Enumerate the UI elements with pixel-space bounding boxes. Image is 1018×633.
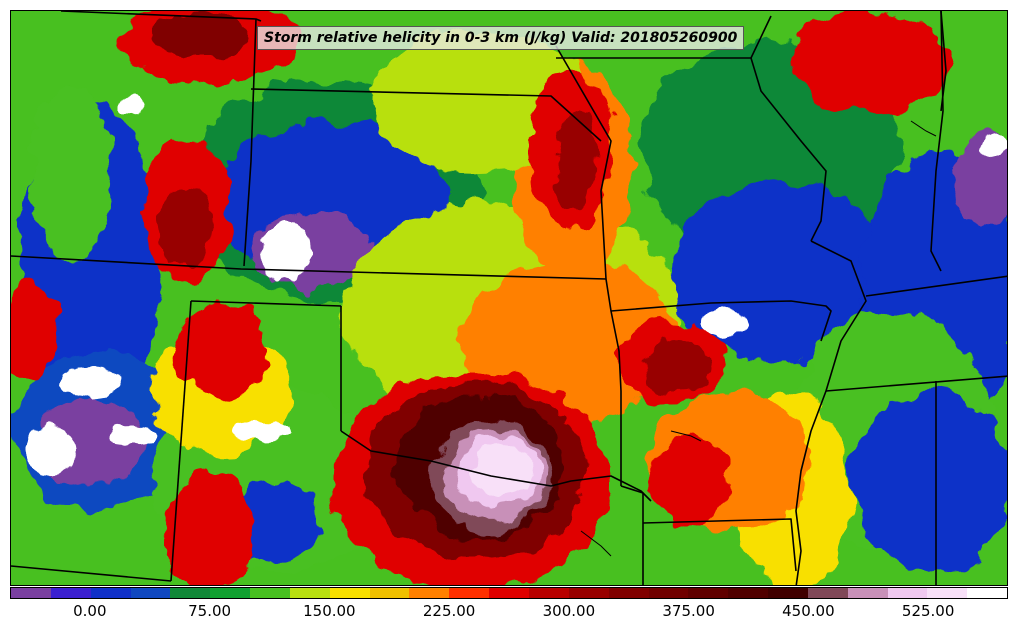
colorbar-segment [927, 588, 968, 598]
helicity-patches [26, 96, 1007, 476]
lake-ar [580, 530, 612, 557]
boundary-tn-ky [865, 275, 1007, 297]
colorbar-segment [210, 588, 251, 598]
colorbar-segment [967, 588, 1008, 598]
river-ne [910, 120, 937, 137]
field-red-mid-west [176, 301, 266, 401]
field-blue-se [851, 391, 1007, 571]
colorbar-tick-label: 300.00 [542, 602, 596, 620]
boundary-ar-south [642, 518, 797, 572]
boundary-wi [750, 15, 772, 59]
patch-white-7 [981, 136, 1007, 156]
colorbar-segment [528, 588, 569, 598]
patch-white-5 [231, 421, 291, 441]
colorbar-segment [648, 588, 689, 598]
boundary-sw-tx [11, 565, 172, 582]
colorbar-segment [847, 588, 888, 598]
boundary-ms-north [825, 375, 1007, 392]
colorbar-tick-label: 150.00 [303, 602, 356, 620]
patch-white-8 [106, 426, 156, 446]
colorbar [10, 587, 1008, 599]
boundary-nm-north [190, 300, 342, 307]
field-red-far-west [11, 281, 56, 381]
colorbar-segment [90, 588, 131, 598]
map-title: Storm relative helicity in 0-3 km (J/kg)… [257, 26, 745, 50]
river-ks [670, 430, 702, 442]
colorbar-segment [728, 588, 769, 598]
field-purple-east [956, 131, 1007, 231]
field-darkred-top [151, 14, 251, 58]
colorbar-segment [608, 588, 649, 598]
patch-white-1 [261, 221, 311, 281]
colorbar-tick-label: 375.00 [662, 602, 715, 620]
colorbar-segment [11, 588, 51, 598]
boundary-co-north [11, 255, 607, 280]
boundary-mo-south [610, 300, 832, 342]
colorbar-tick-label: 450.00 [782, 602, 835, 620]
field-red-ne [791, 11, 951, 111]
map-svg [11, 11, 1007, 585]
field-darkred-west [161, 186, 211, 266]
colorbar-segment [250, 588, 290, 598]
colorbar-segment [807, 588, 848, 598]
boundary-ne-mo [555, 45, 612, 280]
helicity-map: Storm relative helicity in 0-3 km (J/kg)… [10, 10, 1008, 586]
colorbar-segment [768, 588, 808, 598]
colorbar-tick-label: 225.00 [422, 602, 476, 620]
colorbar-segment [369, 588, 410, 598]
colorbar-segment [449, 588, 490, 598]
field-green-west [31, 81, 111, 261]
boundary-ok [340, 430, 652, 502]
colorbar-segment [688, 588, 729, 598]
boundary-west-north [243, 18, 257, 267]
patch-white-4 [61, 369, 121, 397]
boundary-sd-ne [250, 88, 602, 142]
boundary-ne-corner [940, 11, 947, 112]
boundary-il-east [930, 11, 944, 272]
boundary-nm-west [170, 300, 192, 582]
state-boundaries [11, 11, 1007, 585]
colorbar-segment [130, 588, 171, 598]
colorbar-segment [170, 588, 211, 598]
colorbar-ticks: 0.00 75.00 150.00 225.00 300.00 375.00 450.00 5… [10, 602, 1008, 622]
field-darkred-ks [641, 341, 711, 391]
colorbar-tick-label: 525.00 [901, 602, 955, 620]
colorbar-segment [329, 588, 370, 598]
colorbar-segment [568, 588, 609, 598]
colorbar-segment [289, 588, 330, 598]
boundary-ia-east [750, 57, 827, 242]
colorbar-tick-label: 0.00 [73, 602, 107, 620]
patch-white-3 [26, 426, 76, 476]
rivers [580, 120, 937, 557]
colorbar-segment [409, 588, 450, 598]
colorbar-segment [50, 588, 91, 598]
patch-white-6 [119, 96, 143, 116]
field-red-se [651, 436, 731, 526]
boundary-mississippi [795, 240, 867, 585]
field-red-sw [166, 471, 256, 585]
field-darkred-north [554, 111, 598, 211]
boundary-ar-ok [620, 485, 644, 585]
boundary-ks-mo [605, 278, 622, 486]
patch-white-2 [701, 309, 751, 337]
colorbar-segment [887, 588, 928, 598]
colorbar-segment [489, 588, 529, 598]
field-white-core [471, 445, 531, 497]
colorbar-tick-label: 75.00 [188, 602, 232, 620]
